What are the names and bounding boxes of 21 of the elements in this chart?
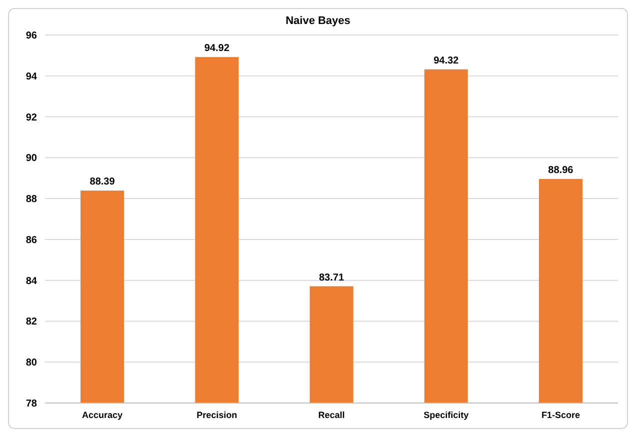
data-label: 94.92 [204,43,230,54]
y-tick-label: 88 [26,194,38,206]
x-tick-label: Specificity [424,410,469,420]
y-tick-label: 86 [26,234,38,246]
x-tick-label: Accuracy [82,410,123,420]
y-tick-label: 84 [26,276,38,287]
x-tick-label: Recall [318,410,345,420]
y-tick-label: 90 [26,153,38,164]
chart-title: Naive Bayes [286,15,350,27]
y-tick-label: 94 [26,71,38,82]
data-label: 94.32 [434,55,460,66]
data-label: 88.96 [548,164,574,176]
y-tick-label: 80 [26,358,38,369]
x-tick-label: F1-Score [541,410,580,420]
y-tick-label: 82 [26,316,38,328]
data-label: 88.39 [90,176,116,188]
data-label: 83.71 [318,272,344,284]
x-tick-label: Precision [196,410,238,420]
y-tick-label: 96 [26,30,38,42]
y-tick-label: 78 [26,398,38,410]
y-tick-label: 92 [26,112,38,124]
